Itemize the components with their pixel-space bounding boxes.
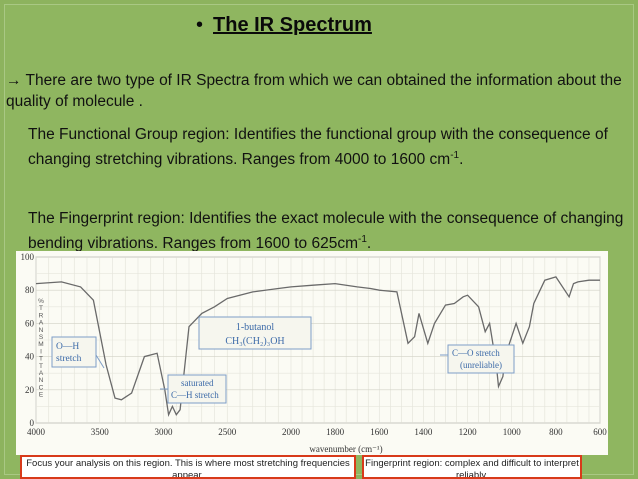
list-number: 2. (6, 208, 28, 229)
spectrum-line (35, 276, 600, 417)
x-tick-label: 600 (593, 427, 607, 437)
y-axis-label-char: S (39, 334, 44, 341)
compound-formula: CH₃(CH₂)₃OH (225, 336, 284, 347)
y-axis-label-char: I (40, 348, 42, 355)
x-tick-label: 1000 (503, 427, 522, 437)
x-tick-label: 800 (549, 427, 563, 437)
x-tick-label: 2000 (282, 427, 301, 437)
x-tick-label: 1200 (459, 427, 478, 437)
list-text: The Functional Group region: Identifies … (28, 126, 608, 169)
y-axis-label-char: T (39, 356, 43, 363)
y-axis-label-char: N (39, 327, 44, 334)
slide-title: • The IR Spectrum (196, 14, 372, 37)
compound-name: 1-butanol (236, 322, 275, 333)
list-superscript: -1 (358, 234, 367, 245)
y-axis-label-char: T (39, 305, 43, 312)
y-axis-label-char: T (39, 363, 43, 370)
y-tick-label: 40 (25, 352, 35, 362)
functional-region-note: Focus your analysis on this region. This… (20, 455, 356, 479)
oh-leader (95, 354, 105, 369)
y-tick-label: 80 (25, 285, 35, 295)
x-tick-label: 3000 (155, 427, 174, 437)
y-tick-label: 60 (25, 318, 35, 328)
oh-label-2: stretch (56, 354, 82, 364)
y-tick-label: 20 (25, 385, 35, 395)
ch-annotation-box (167, 374, 227, 404)
co-label-1: C—O stretch (452, 348, 500, 358)
list-superscript: -1 (450, 150, 460, 161)
intro-paragraph: → There are two type of IR Spectra from … (6, 72, 622, 110)
y-axis-label-char: A (39, 320, 44, 327)
ch-label-2: C—H stretch (171, 390, 219, 400)
y-axis-label-char: E (39, 392, 44, 399)
y-tick-label: 100 (21, 252, 35, 262)
list-item-functional-group: 1.The Functional Group region: Identifie… (6, 124, 638, 170)
list-item-fingerprint: 2.The Fingerprint region: Identifies the… (6, 208, 638, 254)
ch-label-1: saturated (181, 378, 214, 388)
list-end: . (366, 235, 372, 253)
co-annotation-box (447, 344, 515, 374)
list-number: 1. (6, 124, 28, 145)
title-bullet: • (196, 14, 204, 36)
compound-box (198, 316, 312, 350)
y-axis-label-char: C (39, 384, 44, 391)
y-axis-label-char: A (39, 370, 44, 377)
list-end: . (459, 151, 464, 169)
oh-label-1: O—H (56, 342, 79, 352)
co-label-2: (unreliable) (460, 360, 502, 370)
x-axis-label: wavenumber (cm⁻¹) (309, 444, 382, 454)
x-tick-label: 3500 (91, 427, 110, 437)
y-axis-label-char: M (38, 341, 43, 348)
x-tick-label: 2500 (218, 427, 237, 437)
y-axis-label-char: % (38, 298, 44, 305)
ir-spectrum-chart: 100 80 60 40 20 0 4000 3500 3000 2500 2000 1800 1600… (16, 251, 608, 455)
list-text: The Fingerprint region: Identifies the e… (28, 210, 624, 253)
x-tick-label: 1600 (370, 427, 389, 437)
y-axis-label-char: R (39, 312, 44, 319)
oh-annotation-box (51, 336, 97, 368)
y-tick-label: 0 (30, 418, 35, 428)
x-tick-label: 4000 (27, 427, 46, 437)
x-tick-label: 1800 (326, 427, 345, 437)
title-text: The IR Spectrum (213, 14, 372, 36)
y-axis-label-char: N (39, 377, 44, 384)
fingerprint-region-note: Fingerprint region: complex and difficul… (362, 455, 582, 479)
x-tick-label: 1400 (414, 427, 433, 437)
